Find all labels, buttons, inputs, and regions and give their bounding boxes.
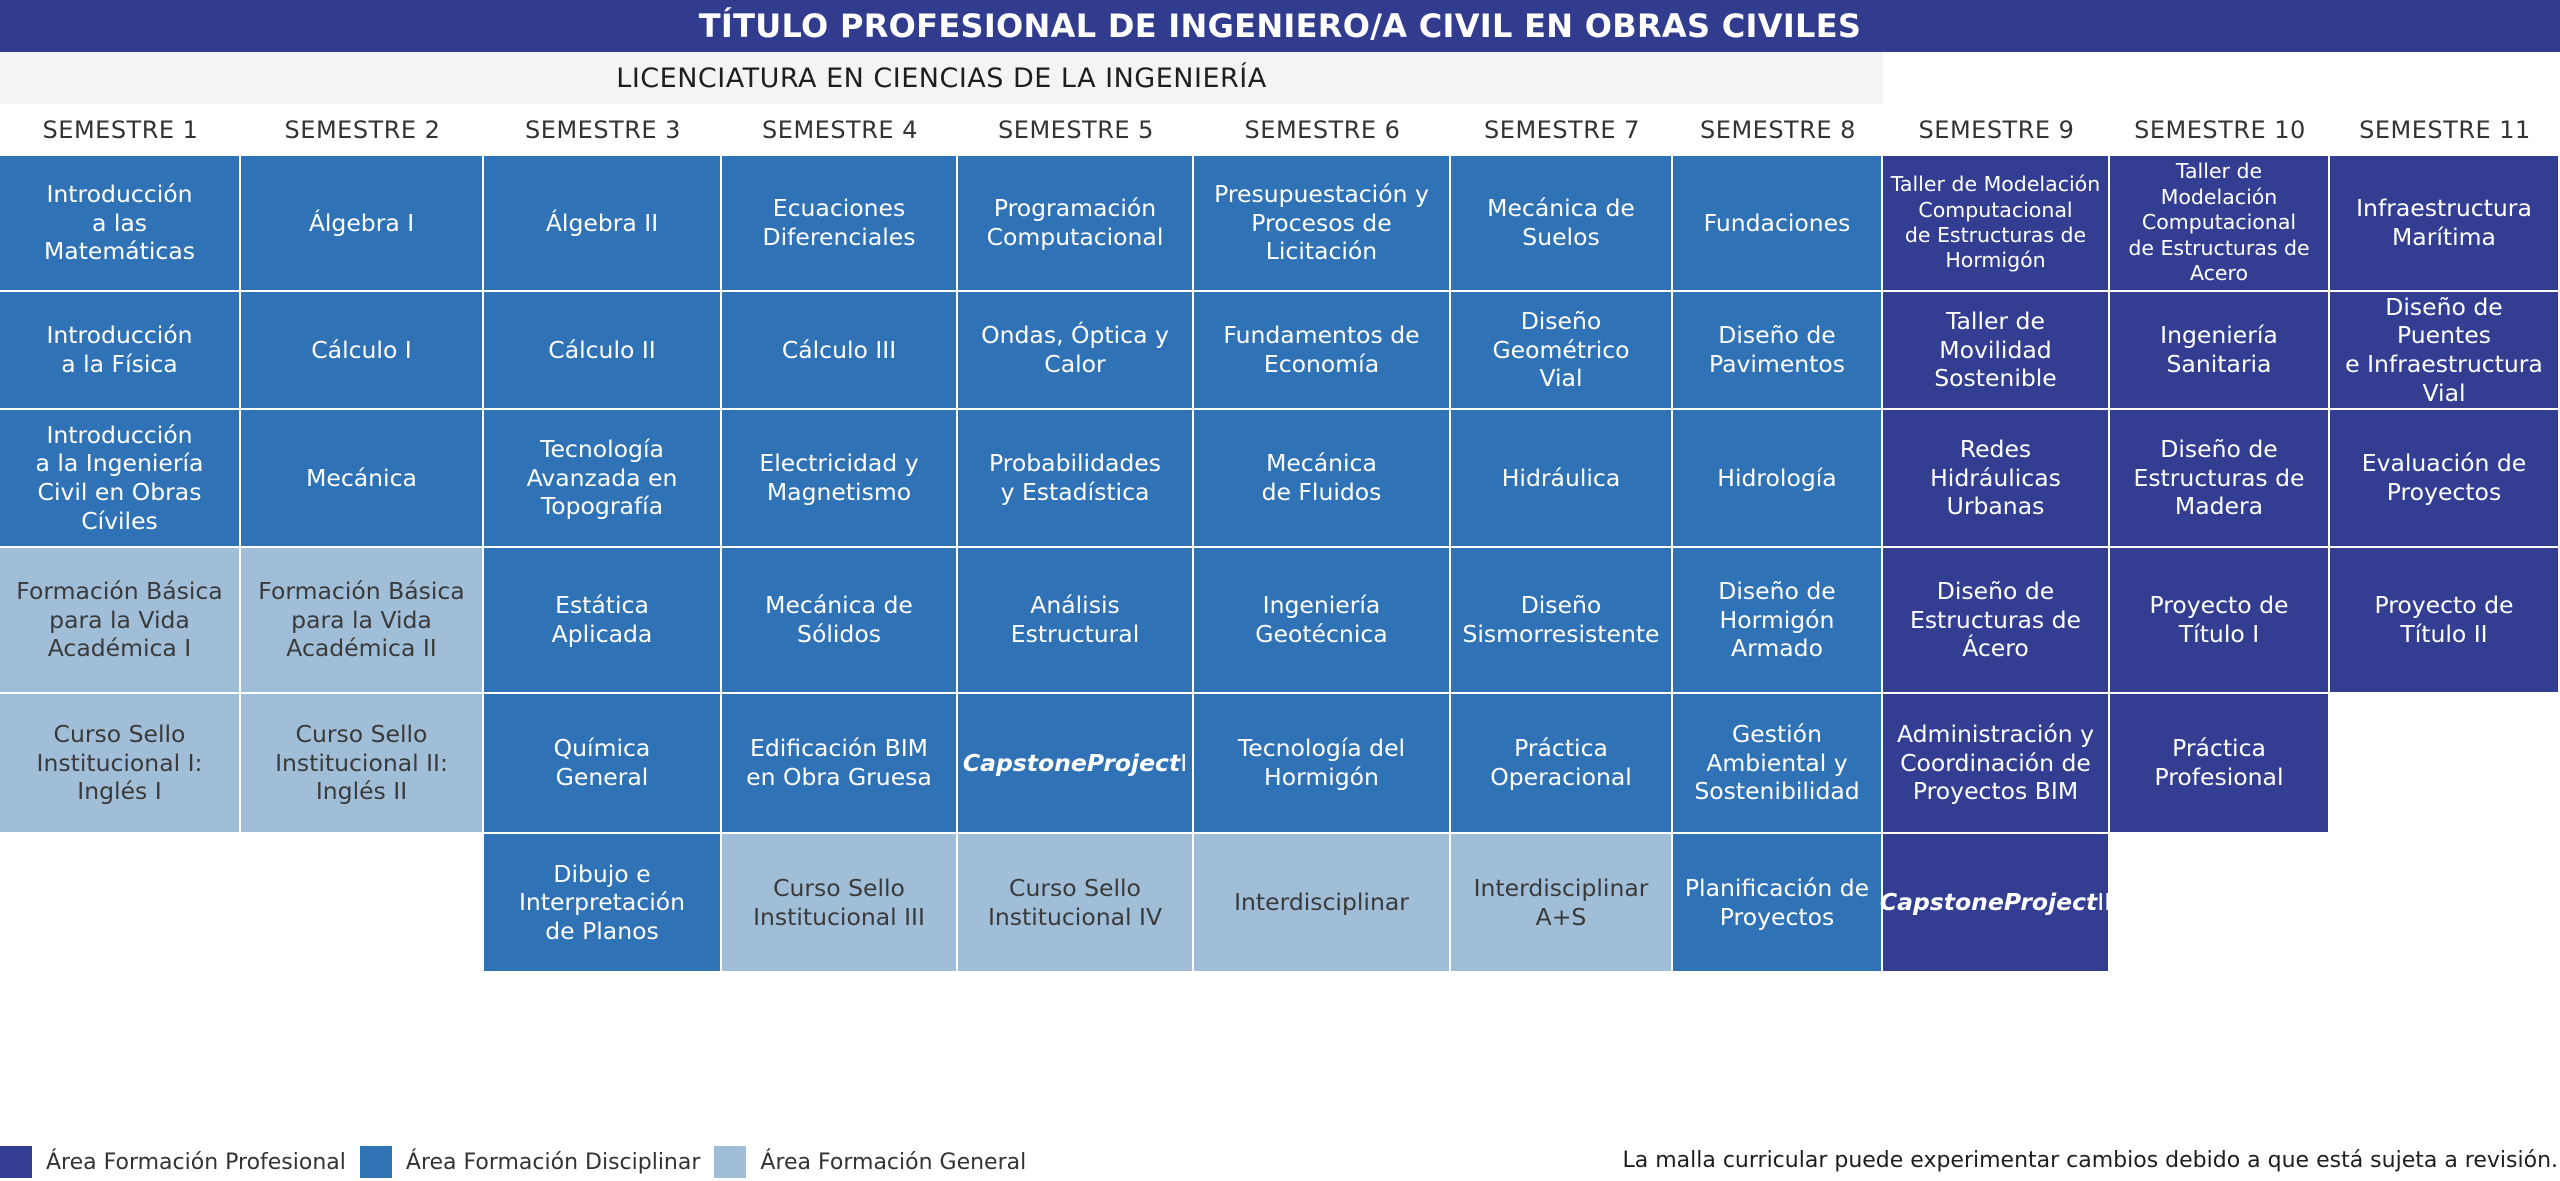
course-cell: Taller de Modelación Computacional de Es…	[2110, 156, 2328, 290]
course-cell: Mecánica de Fluidos	[1194, 410, 1449, 546]
course-cell: Probabilidades y Estadística	[958, 410, 1192, 546]
course-cell: Ingeniería Geotécnica	[1194, 548, 1449, 692]
course-cell: Interdisciplinar	[1194, 834, 1449, 971]
course-cell: Diseño Geométrico Vial	[1451, 292, 1671, 408]
course-cell: Fundamentos de Economía	[1194, 292, 1449, 408]
course-cell: Ecuaciones Diferenciales	[722, 156, 956, 290]
course-cell: Álgebra I	[241, 156, 482, 290]
disclaimer-note: La malla curricular puede experimentar c…	[1622, 1148, 2558, 1173]
course-cell: Dibujo e Interpretación de Planos	[484, 834, 720, 971]
page-subtitle: LICENCIATURA EN CIENCIAS DE LA INGENIERÍ…	[0, 52, 1883, 104]
legend-label: Área Formación Disciplinar	[405, 1149, 701, 1175]
course-cell: Diseño de Hormigón Armado	[1673, 548, 1881, 692]
course-cell: Diseño Sismorresistente	[1451, 548, 1671, 692]
course-cell: Ingeniería Sanitaria	[2110, 292, 2328, 408]
course-cell: Estática Aplicada	[484, 548, 720, 692]
course-cell: Curso Sello Institucional IV	[958, 834, 1192, 971]
legend-swatch-disciplinar	[359, 1146, 392, 1178]
course-cell: Programación Computacional	[958, 156, 1192, 290]
course-cell: Práctica Operacional	[1451, 694, 1671, 832]
course-cell: Edificación BIM en Obra Gruesa	[722, 694, 956, 832]
course-cell: Presupuestación y Procesos de Licitación	[1194, 156, 1449, 290]
course-cell: Fundaciones	[1673, 156, 1881, 290]
course-cell: Mecánica de Sólidos	[722, 548, 956, 692]
course-cell: Tecnología Avanzada en Topografía	[484, 410, 720, 546]
course-cell: Diseño de Puentes e Infraestructura Vial	[2330, 292, 2558, 408]
course-cell: Ondas, Óptica y Calor	[958, 292, 1192, 408]
course-cell: Introducción a la Física	[0, 292, 239, 408]
course-cell: Hidráulica	[1451, 410, 1671, 546]
semester-header: SEMESTRE 11	[2359, 116, 2531, 144]
course-cell: Formación Básica para la Vida Académica …	[241, 548, 482, 692]
legend-swatch-general	[714, 1146, 747, 1178]
semester-header: SEMESTRE 3	[525, 116, 681, 144]
course-cell: Gestión Ambiental y Sostenibilidad	[1673, 694, 1881, 832]
course-cell: Proyecto de Título II	[2330, 548, 2558, 692]
semester-header: SEMESTRE 10	[2134, 116, 2306, 144]
course-cell: Curso Sello Institucional I: Inglés I	[0, 694, 239, 832]
course-cell: Álgebra II	[484, 156, 720, 290]
legend-item-general: Área Formación General	[714, 1146, 1026, 1178]
legend-item-profesional: Área Formación Profesional	[0, 1146, 346, 1178]
course-cell: Taller de Modelación Computacional de Es…	[1883, 156, 2108, 290]
course-cell: Planificación de Proyectos	[1673, 834, 1881, 971]
course-cell: Práctica Profesional	[2110, 694, 2328, 832]
semester-header: SEMESTRE 4	[762, 116, 918, 144]
semester-header: SEMESTRE 6	[1244, 116, 1401, 144]
course-cell: Redes Hidráulicas Urbanas	[1883, 410, 2108, 546]
legend-label: Área Formación General	[760, 1149, 1027, 1175]
course-cell: Infraestructura Marítima	[2330, 156, 2558, 290]
legend-item-disciplinar: Área Formación Disciplinar	[359, 1146, 701, 1178]
course-cell: Hidrología	[1673, 410, 1881, 546]
course-cell: Análisis Estructural	[958, 548, 1192, 692]
course-cell: Interdisciplinar A+S	[1451, 834, 1671, 971]
course-cell: Curso Sello Institucional II: Inglés II	[241, 694, 482, 832]
legend: Área Formación Profesional Área Formació…	[0, 1144, 1040, 1180]
semester-header: SEMESTRE 9	[1918, 116, 2075, 144]
legend-label: Área Formación Profesional	[46, 1149, 346, 1175]
course-cell: Curso Sello Institucional III	[722, 834, 956, 971]
course-cell: Proyecto de Título I	[2110, 548, 2328, 692]
course-cell: Química General	[484, 694, 720, 832]
course-cell: Capstone Project II	[1880, 834, 2111, 971]
semester-header: SEMESTRE 5	[998, 116, 1154, 144]
course-cell: Introducción a las Matemáticas	[0, 156, 239, 290]
course-cell: Administración y Coordinación de Proyect…	[1883, 694, 2108, 832]
page-title: TÍTULO PROFESIONAL DE INGENIERO/A CIVIL …	[0, 0, 2560, 52]
course-cell: Diseño de Estructuras de Madera	[2110, 410, 2328, 546]
course-cell: Electricidad y Magnetismo	[722, 410, 956, 546]
legend-swatch-profesional	[0, 1146, 32, 1178]
semester-header: SEMESTRE 8	[1700, 116, 1856, 144]
course-cell: Capstone Project I	[958, 694, 1192, 832]
course-cell: Taller de Movilidad Sostenible	[1883, 292, 2108, 408]
course-cell: Cálculo I	[241, 292, 482, 408]
course-cell: Evaluación de Proyectos	[2330, 410, 2558, 546]
course-cell: Cálculo III	[722, 292, 956, 408]
course-cell: Introducción a la Ingeniería Civil en Ob…	[0, 410, 239, 546]
course-cell: Mecánica	[241, 410, 482, 546]
semester-header: SEMESTRE 2	[284, 116, 441, 144]
course-cell: Tecnología del Hormigón	[1194, 694, 1449, 832]
course-cell: Diseño de Pavimentos	[1673, 292, 1881, 408]
semester-header: SEMESTRE 7	[1484, 116, 1640, 144]
course-cell: Formación Básica para la Vida Académica …	[0, 548, 239, 692]
course-cell: Mecánica de Suelos	[1451, 156, 1671, 290]
course-cell: Diseño de Estructuras de Ácero	[1883, 548, 2108, 692]
course-cell: Cálculo II	[484, 292, 720, 408]
semester-header: SEMESTRE 1	[42, 116, 199, 144]
